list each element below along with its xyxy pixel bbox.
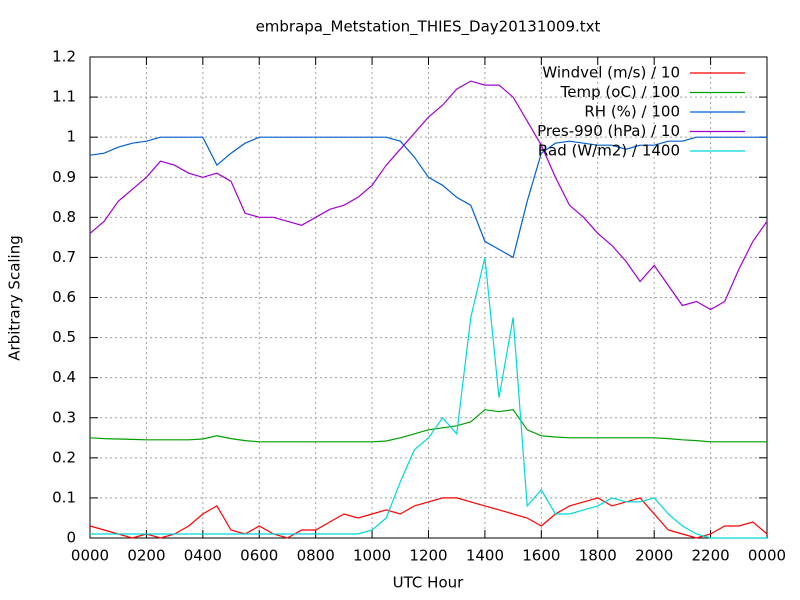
legend-label: Temp (oC) / 100: [560, 83, 680, 101]
y-tick-label: 1.2: [52, 48, 76, 66]
y-axis-label: Arbitrary Scaling: [6, 235, 24, 361]
legend-label: Rad (W/m2) / 1400: [538, 142, 680, 160]
x-tick-label: 1200: [409, 547, 447, 565]
x-tick-label: 2000: [635, 547, 673, 565]
y-tick-label: 0.2: [52, 448, 76, 466]
x-axis-label: UTC Hour: [393, 574, 464, 592]
y-tick-label: 0.6: [52, 288, 76, 306]
y-tick-label: 0.1: [52, 488, 76, 506]
x-tick-label: 0000: [71, 547, 109, 565]
y-tick-label: 0.8: [52, 208, 76, 226]
x-tick-label: 0600: [240, 547, 278, 565]
x-tick-label: 0800: [297, 547, 335, 565]
x-tick-label: 0000: [748, 547, 786, 565]
series-line: [89, 497, 768, 539]
legend-label: RH (%) / 100: [584, 103, 680, 121]
x-tick-label: 1600: [522, 547, 560, 565]
plot-border: [89, 56, 768, 539]
y-tick-label: 1: [66, 128, 76, 146]
y-tick-label: 0: [66, 529, 76, 547]
legend-label: Pres-990 (hPa) / 10: [537, 122, 680, 140]
series-line: [89, 136, 767, 259]
x-tick-label: 0400: [184, 547, 222, 565]
y-tick-label: 0.9: [52, 168, 76, 186]
x-tick-label: 1800: [579, 547, 617, 565]
y-tick-label: 0.4: [52, 368, 76, 386]
x-tick-label: 1000: [353, 547, 391, 565]
y-tick-label: 1.1: [52, 88, 76, 106]
chart-title: embrapa_Metstation_THIES_Day20131009.txt: [256, 18, 601, 37]
y-tick-label: 0.5: [52, 328, 76, 346]
y-tick-label: 0.3: [52, 408, 76, 426]
series-line: [90, 257, 767, 539]
x-tick-label: 1400: [466, 547, 504, 565]
legend-label: Windvel (m/s) / 10: [542, 64, 680, 82]
series-line: [89, 80, 768, 311]
y-tick-label: 0.7: [52, 248, 76, 266]
x-tick-label: 0200: [127, 547, 165, 565]
x-tick-label: 2200: [691, 547, 729, 565]
series-line: [89, 409, 767, 443]
